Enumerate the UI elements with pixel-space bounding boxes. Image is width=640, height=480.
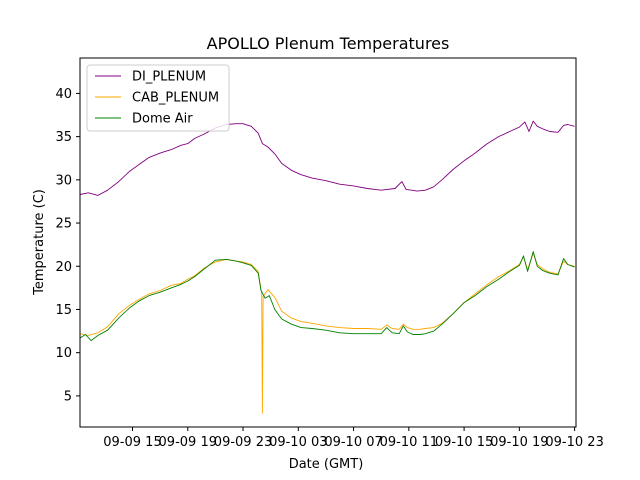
legend: DI_PLENUM CAB_PLENUM Dome Air	[86, 64, 230, 132]
chart-title: APOLLO Plenum Temperatures	[207, 34, 450, 53]
legend-label: DI_PLENUM	[132, 70, 206, 85]
x-tick-label: 09-09 23	[214, 435, 272, 450]
x-tick-label: 09-10 15	[435, 435, 493, 450]
y-tick-label: 35	[55, 130, 72, 145]
x-tick-label: 09-10 23	[545, 435, 603, 450]
y-tick-label: 15	[55, 303, 72, 318]
series-line-dome-air	[80, 251, 575, 342]
y-axis: 5 10 15 20 25 30 35 40	[55, 87, 80, 404]
x-tick-label: 09-10 11	[380, 435, 438, 450]
x-tick-label: 09-09 19	[159, 435, 217, 450]
y-tick-label: 25	[55, 217, 72, 232]
legend-box	[86, 64, 230, 132]
series-layer	[80, 120, 575, 414]
y-tick-label: 40	[55, 87, 72, 102]
x-tick-label: 09-10 03	[269, 435, 327, 450]
y-tick-label: 10	[55, 346, 72, 361]
y-tick-label: 20	[55, 260, 72, 275]
x-tick-label: 09-10 07	[324, 435, 382, 450]
x-tick-label: 09-09 15	[103, 435, 161, 450]
plot-frame	[79, 57, 577, 428]
series-line-di-plenum	[80, 120, 575, 196]
x-tick-label: 09-10 19	[490, 435, 548, 450]
x-axis-label: Date (GMT)	[289, 457, 364, 472]
y-tick-label: 5	[64, 389, 72, 404]
y-axis-label: Temperature (C)	[32, 189, 47, 296]
y-tick-label: 30	[55, 173, 72, 188]
legend-label: Dome Air	[132, 112, 193, 127]
legend-label: CAB_PLENUM	[132, 91, 219, 106]
